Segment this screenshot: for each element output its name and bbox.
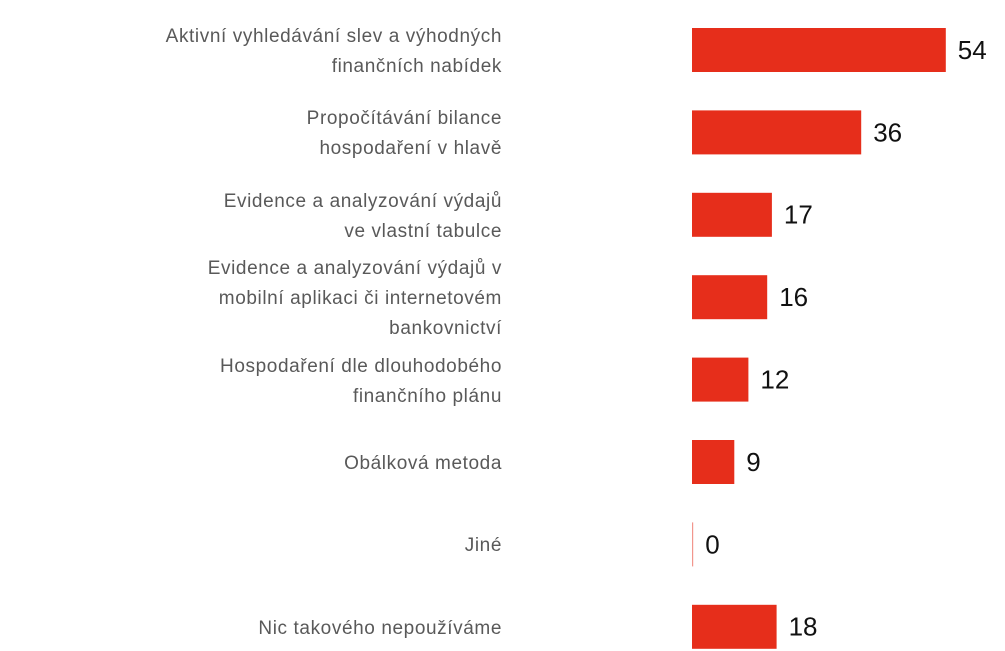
bar bbox=[692, 440, 735, 484]
value-label: 9 bbox=[746, 447, 760, 477]
category-label: Propočítávání bilance hospodaření v hlav… bbox=[306, 108, 502, 160]
category-label: Obálková metoda bbox=[344, 453, 502, 474]
value-label: 12 bbox=[760, 364, 789, 394]
value-label: 17 bbox=[784, 200, 813, 230]
bar bbox=[692, 110, 862, 155]
value-label: 0 bbox=[705, 529, 719, 559]
category-label: Aktivní vyhledávání slev a výhodných fin… bbox=[165, 26, 502, 77]
category-label: Evidence a analyzování výdajů v mobilní … bbox=[207, 258, 502, 340]
bar bbox=[692, 522, 694, 567]
bar bbox=[692, 192, 772, 237]
category-label: Hospodaření dle dlouhodobého finančního … bbox=[220, 355, 502, 407]
value-label: 54 bbox=[958, 35, 987, 65]
value-label: 18 bbox=[789, 612, 818, 642]
bar bbox=[692, 28, 946, 72]
bar bbox=[692, 604, 777, 649]
category-label: Nic takového nepoužíváme bbox=[258, 617, 502, 639]
bar bbox=[692, 275, 768, 320]
value-label: 36 bbox=[873, 117, 902, 147]
category-label: Jiné bbox=[464, 535, 502, 557]
bar bbox=[692, 357, 749, 402]
value-label: 16 bbox=[779, 282, 808, 312]
category-label: Evidence a analyzování výdajů ve vlastní… bbox=[223, 190, 502, 242]
